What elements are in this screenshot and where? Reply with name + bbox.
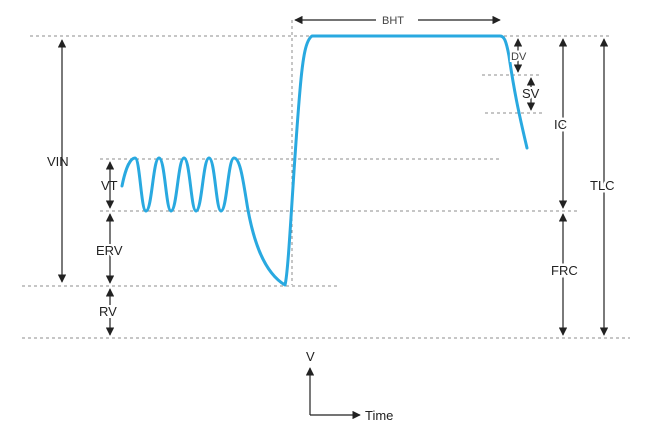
frc-label: FRC: [551, 263, 578, 278]
vin-label: VIN: [47, 154, 69, 169]
vt-label: VT: [101, 178, 118, 193]
ic-label: IC: [554, 117, 567, 132]
erv-label: ERV: [96, 243, 123, 258]
bht-label: BHT: [382, 15, 404, 27]
bht-label-bg: [376, 12, 418, 28]
axes-indicator: V Time: [305, 349, 393, 423]
x-axis-label: Time: [365, 408, 393, 423]
rv-label: RV: [99, 304, 117, 319]
dv-label: DV: [511, 51, 527, 63]
sv-label: SV: [522, 86, 540, 101]
tlc-label: TLC: [590, 178, 615, 193]
y-axis-label: V: [306, 349, 315, 364]
volume-trace: [120, 34, 529, 287]
